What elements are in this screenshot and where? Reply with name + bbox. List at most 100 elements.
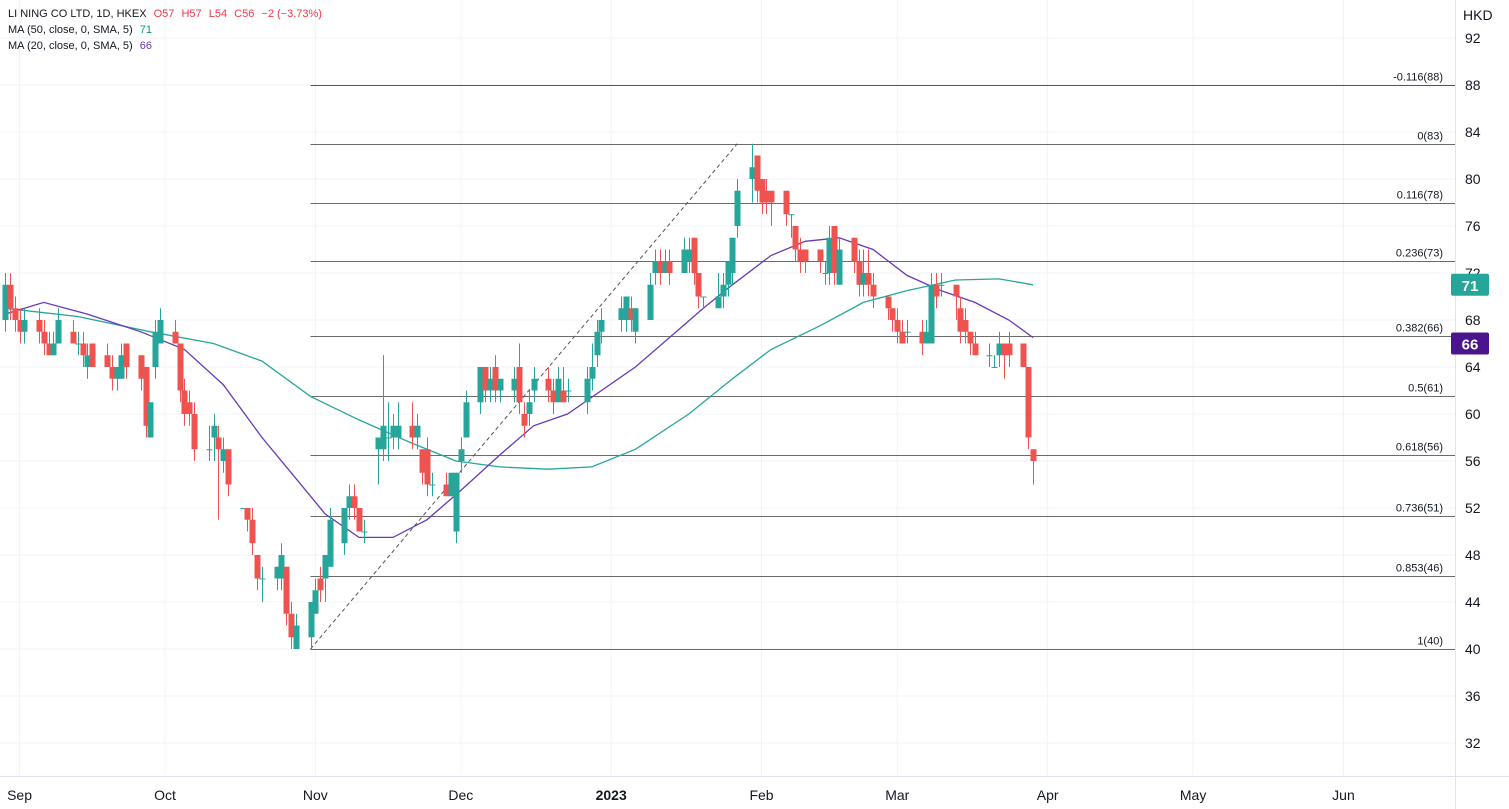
candle-body	[584, 378, 591, 403]
candle-body	[715, 296, 722, 309]
candle-body	[259, 578, 266, 580]
candle-body	[458, 449, 465, 461]
ma50-legend[interactable]: MA (50, close, 0, SMA, 5) 71	[8, 22, 322, 38]
candle-body	[531, 378, 538, 391]
close-value: C56	[234, 8, 255, 20]
ma20-value: 66	[139, 40, 153, 52]
candle-body	[138, 355, 145, 379]
candle-body	[623, 296, 630, 320]
candle-body	[225, 449, 232, 485]
candle-body	[695, 273, 702, 297]
candle-body	[254, 555, 261, 579]
candle-body	[497, 378, 504, 391]
low-value: L54	[208, 8, 228, 20]
candle-body	[429, 484, 436, 486]
candle-body	[322, 555, 329, 579]
candle-body	[36, 320, 43, 332]
candle-body	[792, 226, 799, 250]
y-tick-label: 80	[1465, 171, 1481, 187]
candle-body	[899, 331, 906, 344]
candle-body	[928, 284, 935, 344]
candle-body	[118, 355, 125, 379]
candle-body	[346, 496, 353, 508]
candle-body	[487, 378, 494, 391]
candle-body	[114, 367, 121, 379]
candle-body	[424, 449, 431, 485]
candle-body	[1030, 449, 1037, 461]
y-tick-label: 68	[1465, 312, 1481, 328]
candle-body	[147, 402, 154, 438]
x-tick-label: Feb	[749, 787, 773, 803]
y-tick-label: 36	[1465, 688, 1481, 704]
candle-body	[511, 378, 518, 391]
fib-level-label: 1(40)	[1417, 636, 1443, 648]
candle-body	[181, 390, 188, 414]
candle-body	[414, 425, 421, 438]
candle-body	[991, 367, 998, 368]
fibonacci-retracement[interactable]: -0.116(88) 0(83) 0.116(78) 0.236(73) 0.382(6…	[310, 72, 1455, 650]
candle-body	[628, 308, 635, 320]
candle-body	[356, 508, 363, 532]
fib-level-label: 0.116(78)	[1397, 190, 1443, 202]
candlesticks	[2, 143, 1037, 649]
fib-level-label: 0(83)	[1417, 131, 1443, 143]
candle-body	[851, 237, 858, 262]
candle-body	[720, 284, 727, 297]
candle-body	[759, 179, 766, 203]
candle-body	[443, 484, 450, 497]
candle-body	[938, 284, 945, 286]
candle-body	[957, 308, 964, 332]
candle-body	[763, 190, 770, 203]
candle-body	[700, 296, 707, 298]
candle-body	[109, 367, 116, 379]
candle-body	[157, 320, 164, 344]
y-tick-label: 48	[1465, 547, 1481, 563]
candle-body	[788, 214, 795, 216]
y-tick-label: 52	[1465, 500, 1481, 516]
candle-body	[967, 331, 974, 344]
candle-body	[817, 249, 824, 262]
fib-level-label: 0.5(61)	[1408, 383, 1443, 395]
candle-body	[632, 308, 639, 332]
candle-body	[283, 566, 290, 614]
candle-body	[1020, 343, 1027, 367]
candle-body	[75, 343, 82, 345]
grid-lines	[0, 0, 1455, 776]
candle-body	[409, 425, 416, 438]
symbol-legend[interactable]: LI NING CO LTD, 1D, HKEX O57 H57 L54 C56…	[8, 6, 322, 22]
candle-body	[453, 472, 460, 532]
candle-body	[1025, 367, 1032, 438]
candle-body	[380, 425, 387, 450]
candle-body	[293, 625, 300, 649]
candle-body	[860, 273, 867, 285]
candle-body	[986, 355, 993, 357]
candle-body	[361, 531, 368, 533]
candle-body	[477, 367, 484, 403]
candle-body	[1001, 343, 1008, 356]
candle-body	[560, 390, 567, 403]
candle-body	[172, 331, 179, 344]
high-value: H57	[181, 8, 202, 20]
candle-body	[2, 284, 9, 320]
ma50-value: 71	[139, 24, 153, 36]
candle-body	[919, 331, 926, 344]
ma20-legend[interactable]: MA (20, close, 0, SMA, 5) 66	[8, 38, 322, 54]
candle-body	[754, 155, 761, 191]
change-value: −2 (−3.73%)	[261, 8, 322, 20]
candle-body	[395, 425, 402, 438]
moving-averages	[4, 237, 1034, 539]
ma50-label: MA (50, close, 0, SMA, 5)	[8, 24, 133, 36]
y-tick-label: 60	[1465, 406, 1481, 422]
trend-line[interactable]	[310, 143, 738, 650]
candle-body	[516, 367, 523, 403]
candle-body	[89, 343, 96, 367]
candle-body	[894, 320, 901, 332]
y-tick-label: 88	[1465, 77, 1481, 93]
candle-body	[390, 425, 397, 438]
candle-body	[797, 249, 804, 262]
candle-body	[734, 190, 741, 226]
candle-body	[972, 343, 979, 356]
x-tick-label: May	[1180, 787, 1206, 803]
